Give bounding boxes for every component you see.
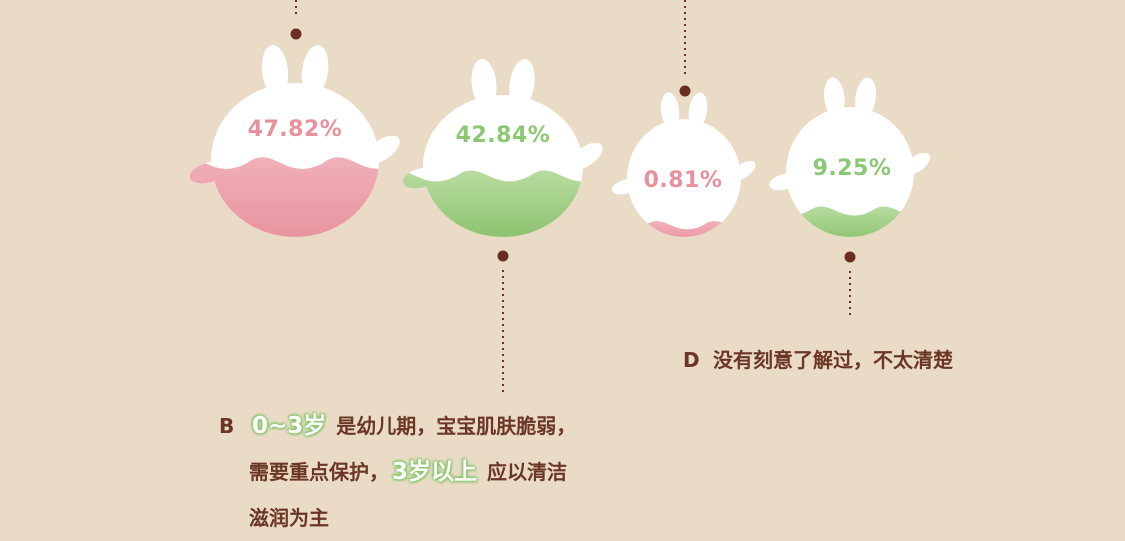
bunny-arm: [769, 173, 800, 191]
option-b-text-2a: 需要重点保护，: [249, 460, 389, 484]
connector-dot-c: [679, 85, 691, 97]
bunny-ear: [660, 92, 680, 129]
bunny-fill: [187, 157, 379, 237]
option-b-letter: B: [219, 414, 235, 438]
bunny-fill: [400, 170, 583, 237]
percent-label-c: 0.81%: [643, 168, 723, 193]
highlight-age-0-3: 0~3岁: [252, 413, 327, 439]
bunny-ear: [824, 77, 845, 118]
bunny-arm: [364, 135, 400, 164]
bunny-fill: [767, 206, 914, 237]
bunny-ear: [688, 92, 708, 129]
bunny-0: [187, 45, 400, 237]
percent-label-b: 42.84%: [455, 123, 551, 148]
bunny-arm: [569, 142, 603, 170]
bunny-arm: [731, 160, 756, 181]
bunny-ear: [261, 45, 289, 97]
bunny-ear: [301, 45, 329, 97]
bunny-ear: [509, 59, 535, 109]
percent-label-d: 9.25%: [812, 156, 892, 181]
highlight-age-3-plus: 3岁以上: [392, 459, 478, 485]
option-b-text-2b: 应以清洁: [486, 460, 567, 484]
connector-dot-a: [290, 28, 302, 40]
connector-dot-b: [497, 250, 509, 262]
bunny-1: [400, 59, 603, 237]
connector-dot-d: [844, 251, 856, 263]
option-d: D 没有刻意了解过，不太清楚: [683, 344, 953, 373]
bunny-arm: [612, 179, 640, 195]
option-d-text: 没有刻意了解过，不太清楚: [713, 348, 953, 372]
bunny-body: [627, 119, 741, 237]
bunny-body: [786, 107, 914, 237]
option-b-text-1: 是幼儿期，宝宝肌肤脆弱，: [336, 414, 577, 438]
option-b-text-3: 滋润为主: [249, 506, 329, 530]
bunny-arm: [903, 152, 931, 175]
infographic-art: [187, 0, 931, 392]
option-d-letter: D: [683, 348, 700, 372]
option-b: B 0~3岁 是幼儿期，宝宝肌肤脆弱， 需要重点保护， 3岁以上 应以清洁 滋润为主: [219, 403, 576, 541]
bunny-ear: [471, 59, 497, 109]
bunny-ear: [855, 77, 877, 118]
percent-label-a: 47.82%: [247, 117, 343, 142]
